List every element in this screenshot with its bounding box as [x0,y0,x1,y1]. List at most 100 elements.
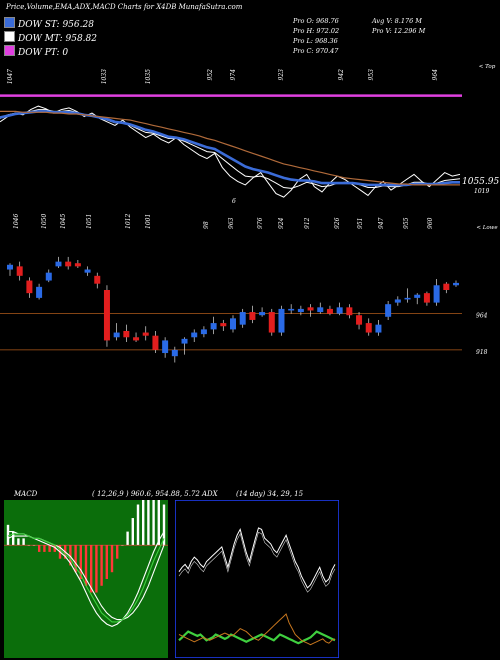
macd-histogram-bar [90,545,93,593]
candle-body [74,263,81,267]
candle-body [336,307,343,314]
macd-histogram-bar [74,545,77,573]
candle-body [200,329,207,335]
adx-series-line-shadow [178,531,336,593]
macd-histogram-bar [53,545,56,552]
top-tick-label: 953 [368,69,375,81]
top-tick-label: 964 [432,69,439,81]
level-label: 964 [476,313,488,320]
legend-dow-mt-label: DOW MT: 958.82 [18,34,97,44]
macd-histogram-bar [6,524,10,546]
macd-histogram-bar [126,531,129,546]
adx-background [175,500,339,658]
candle-body [404,297,411,300]
candle-body [259,312,266,316]
info-prev-high: Pro H: 972.02 [293,27,340,35]
macd-histogram-bar [22,538,25,546]
candle-tick-label: 1001 [145,214,152,229]
macd-params: ( 12,26,9 ) 960.6, 954.88, 5.72 [92,490,200,498]
candle-body [162,340,169,354]
candle-tick-label: 926 [334,217,341,229]
level-label: 918 [476,349,488,356]
ema-series-line [0,110,460,187]
macd-series-line [7,533,165,623]
candle-body [84,269,91,273]
candle-body [7,264,13,270]
bottom-label: 6 [232,198,236,205]
candle-body [268,312,275,333]
macd-histogram-bar [84,545,88,586]
legend-swatch-pt [4,45,15,56]
macd-histogram-bar [110,545,114,573]
candle-body [307,307,314,311]
candle-body [453,282,459,286]
top-tick-label: 923 [278,69,285,81]
candle-tick-label: 947 [378,217,385,229]
macd-histogram-bar [136,504,140,546]
candle-body [317,307,324,313]
candle-tick-label: 960 [427,217,434,229]
macd-histogram-bar [17,538,20,546]
macd-histogram-bar [147,500,150,546]
ema-panel: 1047 1033 1035 952 974 923 942 953 964 < Top 1055.… [0,64,499,205]
top-tick-label: 1035 [145,69,152,84]
macd-histogram-bar [79,545,82,579]
candle-tick-label: 1050 [41,214,48,229]
right-label-low: 1019 [474,188,489,195]
adx-series-line [178,527,336,589]
adx-series-line [178,630,336,645]
macd-histogram-bar [131,518,134,546]
candle-body [230,318,236,330]
macd-chart [4,500,168,658]
macd-histogram-bar [100,545,103,586]
macd-histogram-bar [32,545,36,546]
candle-body [36,286,43,298]
macd-histogram-bar [12,531,15,546]
top-tick-label: 974 [230,69,237,81]
candle-body [346,307,353,316]
macd-histogram-bar [157,500,160,546]
candle-body [181,338,188,344]
candle-tick-label: 963 [228,217,235,229]
candle-body [385,304,392,317]
candle-body [103,290,110,341]
candle-tick-label: 1012 [125,214,132,229]
candle-body [133,337,140,341]
candle-body [423,293,430,303]
right-label-high: 1055.95 [462,177,499,187]
legend-dow-pt-label: DOW PT: 0 [18,48,69,58]
candle-body [375,324,382,333]
info-prev-open: Pro O: 968.76 [293,17,339,25]
candle-body [152,335,159,350]
info-prev-volume: Pro V: 12.296 M [372,27,426,35]
info-prev-low: Pro L: 968.36 [293,37,338,45]
macd-histogram-bar [69,545,72,566]
legend-dow-st-label: DOW ST: 956.28 [18,20,94,30]
candle-body [191,332,198,338]
macd-histogram-bar [105,545,108,579]
legend-dow-st: DOW ST: 956.28 [4,17,94,30]
candle-body [142,332,149,336]
top-tick-label: 1047 [7,69,14,84]
legend-dow-mt: DOW MT: 958.82 [4,31,97,44]
candle-body [220,323,227,327]
legend-swatch-mt [4,31,15,42]
candle-body [278,308,285,333]
lowe-label: < Lowe [476,225,498,231]
macd-histogram-bar [142,500,145,546]
macd-histogram-bar [48,545,51,552]
candle-body [288,308,295,311]
candle-body [414,294,421,298]
candle-body [55,261,62,267]
candle-body [26,280,33,294]
macd-histogram-bar [43,545,46,552]
candle-body [16,266,23,276]
adx-chart [175,500,339,658]
price-chart: 1047 1033 1035 952 974 923 942 953 964 < Top 1055.… [0,64,499,363]
candle-tick-label: 1051 [86,214,93,229]
candle-tick-label: 924 [278,217,285,229]
info-avg-volume: Avg V: 8.176 M [372,17,422,25]
candle-body [249,312,256,320]
candle-body [356,315,363,325]
candle-body [443,283,450,290]
